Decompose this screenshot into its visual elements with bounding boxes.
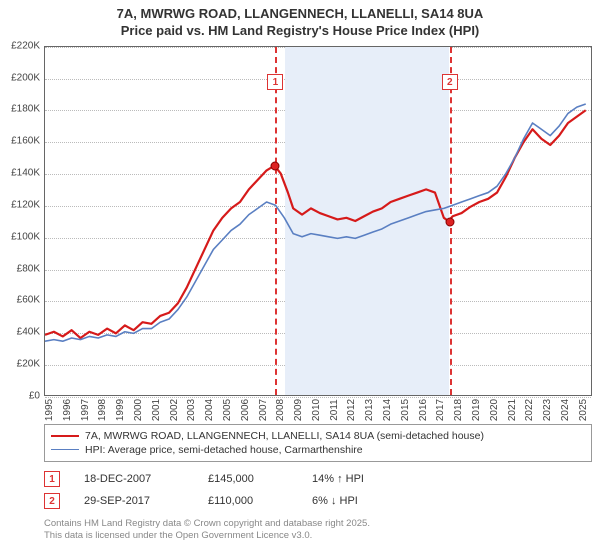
x-tick-label: 1998 <box>97 399 108 421</box>
y-tick-label: £120K <box>11 199 40 210</box>
x-tick-label: 2003 <box>186 399 197 421</box>
sale-row: 1 18-DEC-2007 £145,000 14% ↑ HPI <box>44 468 592 490</box>
x-tick-label: 1995 <box>44 399 55 421</box>
x-tick-label: 2007 <box>258 399 269 421</box>
x-tick-label: 1997 <box>80 399 91 421</box>
x-tick-label: 2006 <box>240 399 251 421</box>
legend-row: 7A, MWRWG ROAD, LLANGENNECH, LLANELLI, S… <box>51 429 585 443</box>
attribution: Contains HM Land Registry data © Crown c… <box>44 518 592 542</box>
x-tick-label: 2012 <box>346 399 357 421</box>
series-hpi <box>45 104 586 341</box>
y-tick-label: £100K <box>11 231 40 242</box>
legend-swatch <box>51 449 79 450</box>
x-tick-label: 2019 <box>471 399 482 421</box>
y-tick-label: £220K <box>11 40 40 51</box>
x-axis: 1995 1996 1997 1998 1999 2000 2001 2002 2003 2004… <box>44 396 592 418</box>
x-tick-label: 2025 <box>578 399 589 421</box>
y-tick-label: £20K <box>17 358 40 369</box>
sale-date: 18-DEC-2007 <box>84 473 184 485</box>
sale-delta: 6% ↓ HPI <box>312 495 358 507</box>
y-axis: £0£20K£40K£60K£80K£100K£120K£140K£160K£1… <box>0 46 42 396</box>
x-tick-label: 2016 <box>418 399 429 421</box>
chart-container: 7A, MWRWG ROAD, LLANGENNECH, LLANELLI, S… <box>0 0 600 560</box>
x-tick-label: 2023 <box>542 399 553 421</box>
x-tick-label: 2024 <box>560 399 571 421</box>
x-tick-label: 1996 <box>62 399 73 421</box>
attribution-line-2: This data is licensed under the Open Gov… <box>44 530 592 542</box>
x-tick-label: 2021 <box>507 399 518 421</box>
x-tick-label: 2014 <box>382 399 393 421</box>
title-subtitle: Price paid vs. HM Land Registry's House … <box>0 23 600 40</box>
x-tick-label: 2013 <box>364 399 375 421</box>
sale-row: 2 29-SEP-2017 £110,000 6% ↓ HPI <box>44 490 592 512</box>
legend-swatch <box>51 435 79 437</box>
sale-marker-icon: 1 <box>44 471 60 487</box>
y-tick-label: £180K <box>11 104 40 115</box>
legend-label: 7A, MWRWG ROAD, LLANGENNECH, LLANELLI, S… <box>85 430 484 442</box>
plot-region: 12 <box>44 46 592 396</box>
y-tick-label: £60K <box>17 295 40 306</box>
x-tick-label: 2011 <box>329 399 340 421</box>
y-tick-label: £160K <box>11 136 40 147</box>
series-price_paid <box>45 110 586 338</box>
x-tick-label: 2010 <box>311 399 322 421</box>
attribution-line-1: Contains HM Land Registry data © Crown c… <box>44 518 592 530</box>
x-tick-label: 2018 <box>453 399 464 421</box>
x-tick-label: 1999 <box>115 399 126 421</box>
sale-date: 29-SEP-2017 <box>84 495 184 507</box>
title-address: 7A, MWRWG ROAD, LLANGENNECH, LLANELLI, S… <box>0 6 600 23</box>
sales-list: 1 18-DEC-2007 £145,000 14% ↑ HPI 2 29-SEP-201… <box>44 468 592 512</box>
y-tick-label: £200K <box>11 72 40 83</box>
x-tick-label: 2005 <box>222 399 233 421</box>
legend-row: HPI: Average price, semi-detached house,… <box>51 443 585 457</box>
sale-delta: 14% ↑ HPI <box>312 473 364 485</box>
chart-area: £0£20K£40K£60K£80K£100K£120K£140K£160K£1… <box>44 46 592 418</box>
x-tick-label: 2017 <box>435 399 446 421</box>
x-tick-label: 2015 <box>400 399 411 421</box>
x-tick-label: 2004 <box>204 399 215 421</box>
x-tick-label: 2009 <box>293 399 304 421</box>
sale-point-dot <box>445 217 454 226</box>
legend: 7A, MWRWG ROAD, LLANGENNECH, LLANELLI, S… <box>44 424 592 462</box>
x-tick-label: 2002 <box>169 399 180 421</box>
title-block: 7A, MWRWG ROAD, LLANGENNECH, LLANELLI, S… <box>0 0 600 42</box>
y-tick-label: £140K <box>11 168 40 179</box>
legend-label: HPI: Average price, semi-detached house,… <box>85 444 363 456</box>
sale-marker-icon: 2 <box>44 493 60 509</box>
x-tick-label: 2022 <box>524 399 535 421</box>
y-tick-label: £80K <box>17 263 40 274</box>
sale-price: £110,000 <box>208 495 288 507</box>
x-tick-label: 2008 <box>275 399 286 421</box>
x-tick-label: 2001 <box>151 399 162 421</box>
y-tick-label: £40K <box>17 327 40 338</box>
y-tick-label: £0 <box>29 390 40 401</box>
x-tick-label: 2000 <box>133 399 144 421</box>
sale-point-dot <box>271 162 280 171</box>
line-series <box>45 47 591 395</box>
x-tick-label: 2020 <box>489 399 500 421</box>
sale-price: £145,000 <box>208 473 288 485</box>
